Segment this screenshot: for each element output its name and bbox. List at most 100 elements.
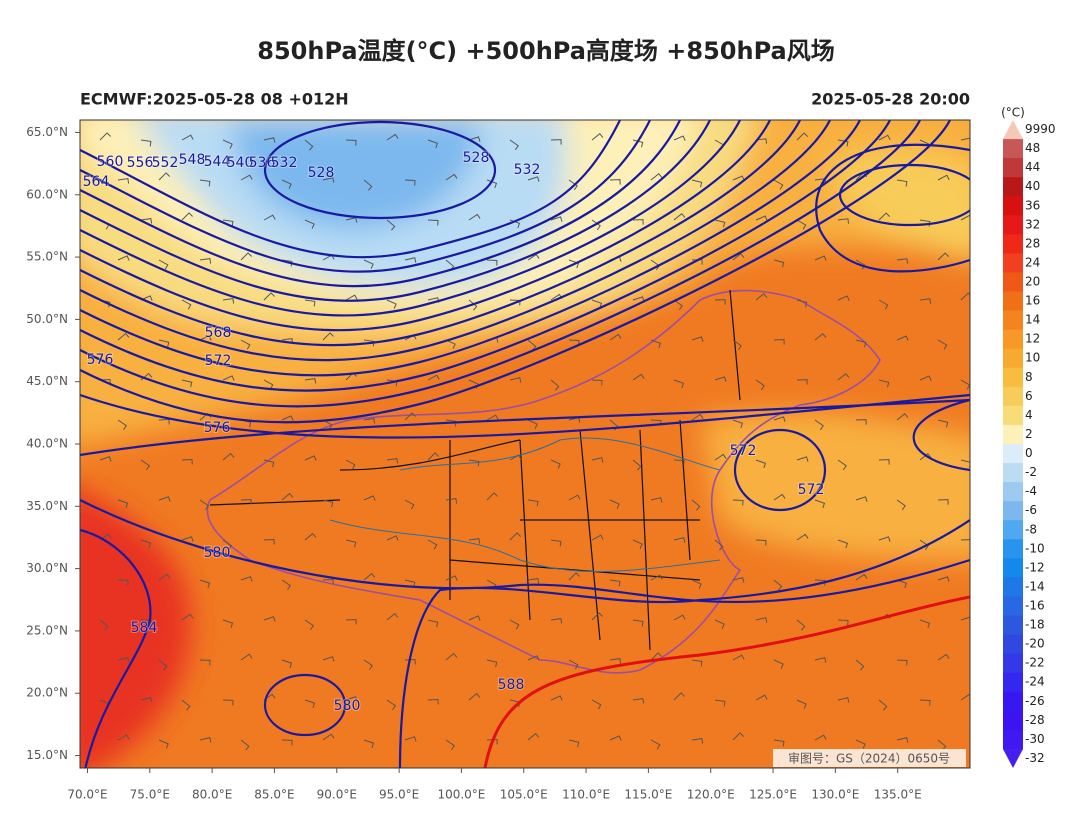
- wind-barb: [99, 378, 111, 385]
- colorbar-label: 28: [1025, 236, 1040, 250]
- wind-barb: [609, 658, 622, 664]
- wind-barb: [878, 299, 889, 310]
- wind-barb: [158, 573, 171, 581]
- colorbar-swatch: [1003, 291, 1023, 312]
- colorbar-label: 40: [1025, 179, 1040, 193]
- wind-barb: [632, 619, 644, 627]
- colorbar-label: -6: [1025, 503, 1037, 517]
- x-tick-label: 125.0°E: [749, 788, 797, 802]
- wind-barb: [550, 695, 563, 701]
- wind-barb: [919, 453, 932, 461]
- contour-label: 572: [730, 443, 757, 459]
- colorbar-swatch: [1003, 444, 1023, 464]
- colorbar-label: -16: [1025, 599, 1045, 613]
- wind-barb: [527, 419, 538, 429]
- wind-barb: [837, 697, 850, 703]
- colorbar-swatch: [1003, 367, 1023, 388]
- wind-barb: [468, 615, 481, 621]
- colorbar-swatch: [1003, 310, 1023, 331]
- colorbar-label: -30: [1025, 732, 1045, 746]
- colorbar-label: -22: [1025, 656, 1045, 670]
- contour-label: 552: [152, 155, 179, 171]
- wind-barb: [199, 258, 212, 264]
- wind-barb: [304, 455, 317, 461]
- wind-barb: [919, 539, 929, 551]
- wind-barb: [527, 176, 540, 182]
- contour-label: 580: [204, 545, 231, 561]
- wind-barb: [281, 179, 292, 189]
- colorbar-label: -8: [1025, 522, 1037, 536]
- x-tick-label: 90.0°E: [317, 788, 357, 802]
- wind-barb: [240, 576, 253, 582]
- wind-barb: [527, 499, 539, 507]
- wind-barb: [386, 612, 399, 621]
- wind-barb: [222, 139, 233, 149]
- y-tick-label: 30.0°N: [26, 561, 68, 575]
- wind-barb: [486, 259, 498, 266]
- wind-barb: [445, 173, 458, 181]
- wind-barb: [140, 696, 153, 703]
- title: 850hPa温度(°C) +500hPa高度场 +850hPa风场: [257, 37, 834, 65]
- x-tick-label: 135.0°E: [874, 788, 922, 802]
- colorbar-label: 12: [1025, 332, 1040, 346]
- wind-barb: [322, 499, 334, 508]
- wind-barb: [468, 459, 480, 467]
- colorbar-label: -10: [1025, 541, 1045, 555]
- colorbar-swatch: [1003, 120, 1023, 140]
- wind-barb: [773, 179, 784, 190]
- wind-barb: [632, 539, 643, 549]
- wind-barb: [714, 619, 725, 629]
- wind-barb: [732, 499, 744, 506]
- colorbar: 999048444036322824201614121086420-2-4-6-…: [1003, 120, 1056, 768]
- wind-barb: [919, 375, 932, 381]
- height-contour: [80, 120, 681, 288]
- wind-barb: [796, 533, 809, 541]
- height-contour: [80, 120, 741, 317]
- wind-barb: [509, 454, 522, 461]
- wind-barb: [304, 699, 316, 708]
- wind-barb: [837, 218, 850, 224]
- subtitle-left: ECMWF:2025-05-28 08 +012H: [80, 90, 349, 109]
- wind-barb: [632, 139, 644, 148]
- wind-barb: [896, 258, 909, 264]
- wind-barb: [117, 255, 130, 261]
- colorbar-label: 44: [1025, 160, 1040, 174]
- wind-barb: [855, 496, 868, 502]
- wind-barb: [896, 737, 909, 743]
- wind-barb: [632, 296, 645, 302]
- wind-barb: [591, 219, 601, 231]
- contour-label: 528: [308, 165, 335, 181]
- wind-barb: [222, 375, 235, 381]
- y-tick-label: 65.0°N: [26, 125, 68, 139]
- colorbar-swatch: [1003, 424, 1023, 445]
- wind-barb: [427, 452, 439, 461]
- wind-barb: [363, 259, 374, 269]
- wind-barb: [304, 378, 317, 384]
- wind-barb: [755, 539, 767, 546]
- x-tick-label: 100.0°E: [437, 788, 485, 802]
- wind-barb: [386, 133, 399, 141]
- wind-barb: [222, 539, 232, 551]
- wind-barb: [222, 298, 235, 304]
- colorbar-label: -28: [1025, 713, 1045, 727]
- wind-barb: [117, 579, 129, 586]
- wind-barb: [650, 652, 662, 661]
- wind-barb: [650, 574, 663, 581]
- wind-barb: [527, 578, 540, 584]
- wind-barb: [140, 295, 153, 301]
- colorbar-swatch: [1003, 691, 1023, 712]
- colorbar-label: 10: [1025, 351, 1040, 365]
- wind-barb: [979, 660, 988, 668]
- colorbar-label: -2: [1025, 465, 1037, 479]
- x-tick-label: 95.0°E: [379, 788, 419, 802]
- y-tick-label: 60.0°N: [26, 187, 68, 201]
- wind-barb: [855, 659, 865, 671]
- wind-barb: [99, 132, 111, 141]
- wind-barb: [445, 419, 457, 427]
- y-tick-label: 55.0°N: [26, 250, 68, 264]
- wind-barb: [240, 653, 253, 661]
- colorbar-swatch: [1003, 577, 1023, 597]
- wind-barb: [240, 174, 253, 181]
- colorbar-label: -4: [1025, 484, 1037, 498]
- contour-label: 576: [204, 420, 231, 436]
